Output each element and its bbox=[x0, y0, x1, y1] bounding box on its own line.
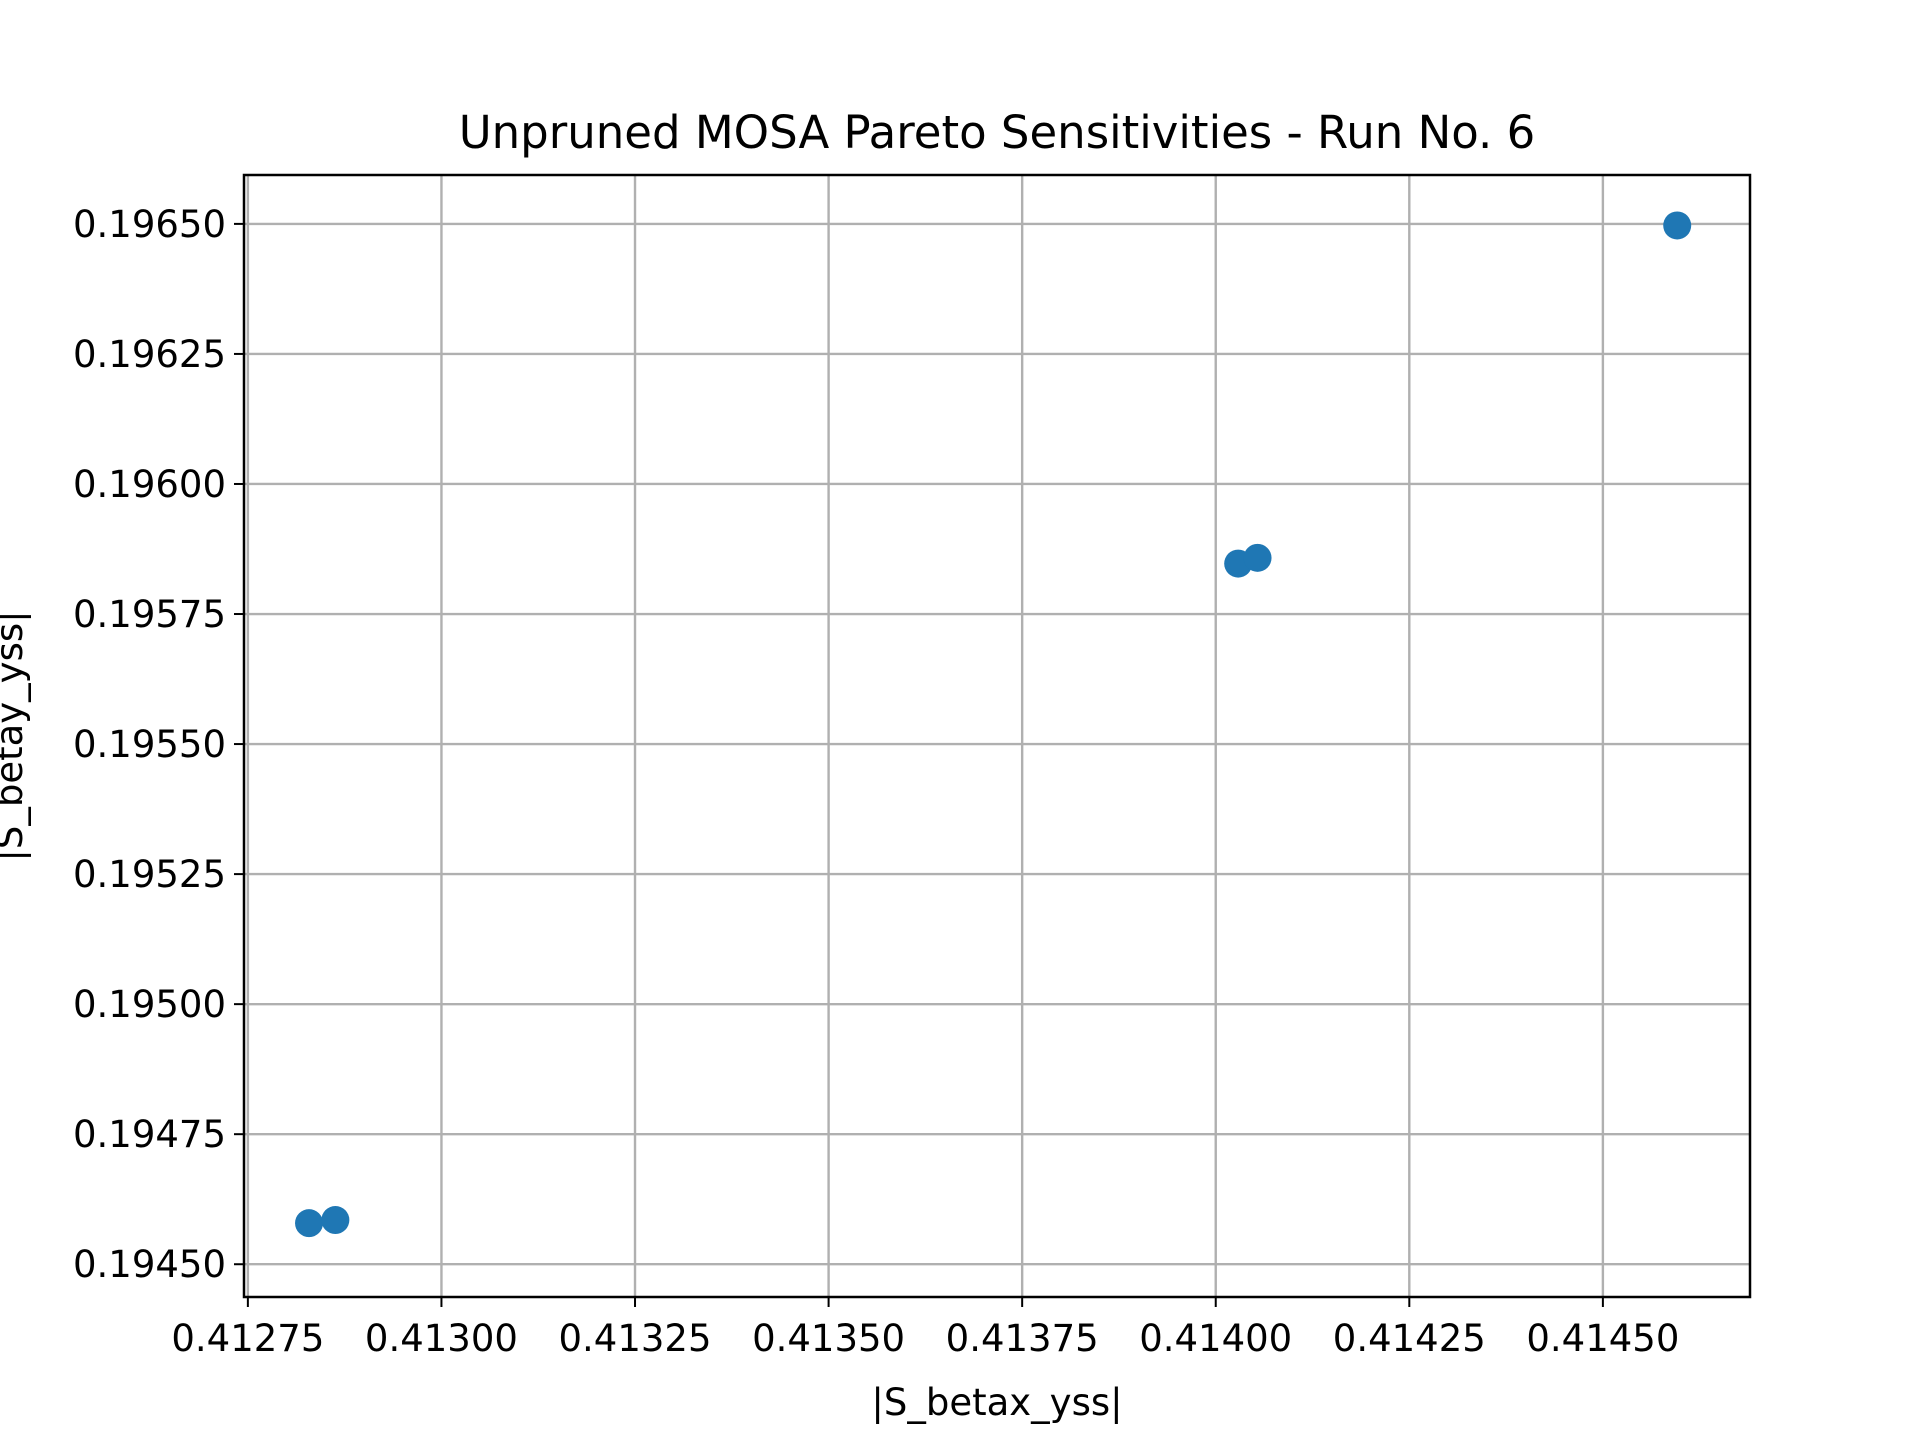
plot-frame bbox=[242, 173, 1752, 1299]
y-tick-label: 0.19650 bbox=[73, 203, 226, 246]
x-tick-label: 0.41450 bbox=[1526, 1317, 1679, 1360]
x-tick-label: 0.41325 bbox=[559, 1317, 712, 1360]
data-point bbox=[321, 1206, 350, 1235]
data-point bbox=[295, 1209, 324, 1238]
chart-title: Unpruned MOSA Pareto Sensitivities - Run… bbox=[459, 106, 1536, 159]
y-tick-label: 0.19500 bbox=[73, 983, 226, 1026]
y-tick-label: 0.19600 bbox=[73, 463, 226, 506]
data-point bbox=[1663, 211, 1692, 240]
x-tick-label: 0.41350 bbox=[752, 1317, 905, 1360]
data-points bbox=[295, 211, 1692, 1238]
y-tick-label: 0.19625 bbox=[73, 333, 226, 376]
x-axis-label: |S_betax_yss| bbox=[871, 1381, 1122, 1424]
y-tick-label: 0.19575 bbox=[73, 593, 226, 636]
y-tick-label: 0.19550 bbox=[73, 723, 226, 766]
x-tick-label: 0.41375 bbox=[946, 1317, 1099, 1360]
x-tick-label: 0.41400 bbox=[1139, 1317, 1292, 1360]
x-tick-label: 0.41300 bbox=[365, 1317, 518, 1360]
axis-ticks: 0.41275 0.41300 0.41325 0.41350 0.41375 0.414… bbox=[73, 203, 1679, 1360]
grid bbox=[244, 175, 1750, 1297]
x-tick-label: 0.41425 bbox=[1333, 1317, 1486, 1360]
y-tick-label: 0.19475 bbox=[73, 1113, 226, 1156]
y-axis-label: |S_betay_yss| bbox=[0, 610, 31, 861]
x-tick-label: 0.41275 bbox=[171, 1317, 324, 1360]
y-tick-label: 0.19525 bbox=[73, 853, 226, 896]
y-tick-label: 0.19450 bbox=[73, 1243, 226, 1286]
data-point bbox=[1243, 543, 1272, 572]
